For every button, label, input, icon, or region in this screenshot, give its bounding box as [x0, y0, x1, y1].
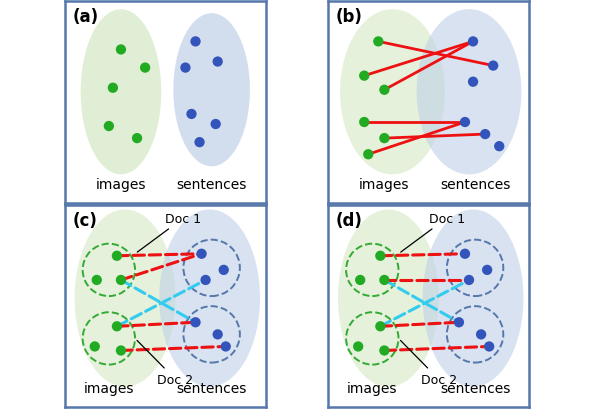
Point: [481, 131, 490, 138]
Point: [476, 331, 486, 338]
Text: images: images: [96, 177, 146, 191]
Text: Doc 2: Doc 2: [400, 341, 457, 386]
Point: [494, 144, 504, 150]
Point: [468, 79, 478, 86]
Ellipse shape: [81, 10, 161, 175]
Text: (c): (c): [72, 212, 97, 230]
Point: [375, 323, 385, 330]
Point: [211, 121, 220, 128]
Text: Doc 1: Doc 1: [401, 212, 465, 252]
Point: [181, 65, 190, 72]
Point: [116, 347, 126, 354]
Text: (a): (a): [72, 8, 99, 26]
Text: images: images: [84, 381, 134, 395]
Text: sentences: sentences: [176, 177, 247, 191]
Text: sentences: sentences: [176, 381, 247, 395]
Ellipse shape: [75, 210, 175, 387]
Point: [195, 139, 204, 146]
Point: [380, 277, 389, 283]
Point: [359, 73, 369, 80]
Point: [353, 343, 363, 350]
Ellipse shape: [338, 210, 439, 387]
Point: [219, 267, 229, 274]
Point: [460, 119, 470, 126]
Point: [116, 47, 126, 54]
Ellipse shape: [159, 210, 260, 387]
Ellipse shape: [416, 10, 522, 175]
Point: [380, 135, 389, 142]
Point: [488, 63, 498, 70]
Point: [213, 331, 222, 338]
Point: [140, 65, 150, 72]
Text: (b): (b): [336, 8, 363, 26]
Point: [460, 251, 470, 257]
Point: [191, 39, 200, 45]
Point: [355, 277, 365, 283]
Point: [374, 39, 383, 45]
Point: [380, 87, 389, 94]
Point: [454, 319, 464, 326]
Ellipse shape: [173, 14, 250, 167]
Point: [375, 253, 385, 259]
Point: [201, 277, 210, 283]
Text: Doc 2: Doc 2: [137, 341, 194, 386]
Text: sentences: sentences: [440, 177, 510, 191]
Point: [197, 251, 206, 257]
Point: [465, 277, 474, 283]
Point: [132, 135, 142, 142]
Point: [112, 323, 122, 330]
Point: [468, 39, 478, 45]
Point: [221, 343, 230, 350]
Point: [485, 343, 494, 350]
Point: [364, 152, 373, 158]
Point: [359, 119, 369, 126]
Point: [191, 319, 200, 326]
Text: (d): (d): [336, 212, 363, 230]
Point: [380, 347, 389, 354]
Point: [112, 253, 122, 259]
Point: [108, 85, 118, 92]
Ellipse shape: [423, 210, 523, 387]
Point: [482, 267, 492, 274]
Text: images: images: [347, 381, 397, 395]
Point: [90, 343, 100, 350]
Point: [187, 111, 196, 118]
Ellipse shape: [340, 10, 445, 175]
Text: Doc 1: Doc 1: [137, 212, 201, 252]
Text: sentences: sentences: [440, 381, 510, 395]
Point: [92, 277, 102, 283]
Point: [213, 59, 222, 66]
Point: [104, 124, 113, 130]
Point: [116, 277, 126, 283]
Text: images: images: [359, 177, 410, 191]
